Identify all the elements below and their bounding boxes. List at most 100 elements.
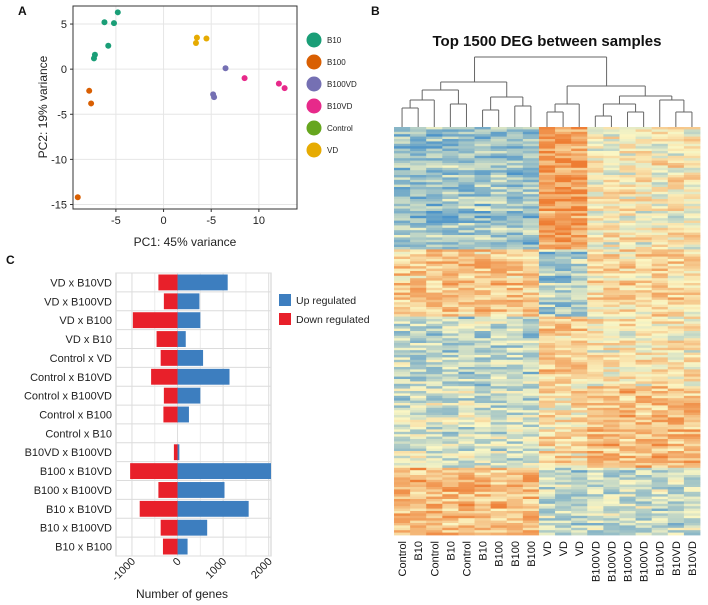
- heatmap-cell: [603, 369, 620, 373]
- heatmap-cell: [587, 287, 604, 291]
- heatmap-cell: [474, 427, 492, 430]
- heatmap-cell: [538, 484, 556, 488]
- heatmap-cell: [555, 362, 572, 365]
- heatmap-cell: [619, 371, 636, 375]
- heatmap-cell: [522, 218, 540, 221]
- heatmap-cell: [587, 359, 604, 363]
- heatmap-cell: [538, 203, 556, 207]
- heatmap-cell: [458, 491, 475, 495]
- heatmap-cell: [442, 441, 459, 445]
- heatmap-cell: [490, 501, 508, 505]
- heatmap-cell: [619, 391, 636, 394]
- heatmap-cell: [683, 261, 701, 265]
- heatmap-cell: [506, 242, 524, 245]
- heatmap-cell: [555, 184, 572, 188]
- heatmap-cell: [410, 232, 427, 236]
- heatmap-cell: [587, 345, 604, 349]
- heatmap-cell: [587, 470, 604, 473]
- heatmap-cell: [490, 520, 508, 524]
- heatmap-cell: [667, 357, 685, 361]
- heatmap-cell: [394, 208, 411, 212]
- heatmap-cell: [410, 518, 427, 521]
- heatmap-cell: [651, 520, 669, 524]
- heatmap-cell: [571, 496, 588, 500]
- heatmap-cell: [490, 467, 508, 471]
- heatmap-cell: [538, 307, 556, 310]
- heatmap-cell: [603, 280, 620, 284]
- heatmap-cell: [490, 211, 508, 214]
- heatmap-cell: [410, 211, 427, 214]
- heatmap-cell: [474, 470, 492, 473]
- heatmap-cell: [538, 175, 556, 178]
- heatmap-cell: [442, 455, 459, 459]
- heatmap-cell: [571, 499, 588, 502]
- heatmap-cell: [587, 170, 604, 173]
- heatmap-cell: [635, 230, 653, 233]
- heatmap-cell: [490, 403, 508, 406]
- heatmap-cell: [683, 525, 701, 529]
- heatmap-cell: [474, 311, 492, 315]
- heatmap-cell: [458, 256, 475, 260]
- heatmap-cell: [651, 340, 669, 344]
- heatmap-cell: [394, 508, 411, 512]
- heatmap-cell: [442, 422, 459, 425]
- heatmap-cell: [538, 206, 556, 209]
- heatmap-cell: [667, 503, 685, 507]
- heatmap-cell: [506, 403, 524, 406]
- heatmap-cell: [458, 215, 475, 219]
- heatmap-cell: [587, 479, 604, 483]
- heatmap-cell: [410, 215, 427, 219]
- heatmap-cell: [538, 451, 556, 454]
- heatmap-cell: [490, 256, 508, 260]
- heatmap-cell: [442, 232, 459, 236]
- heatmap-cell: [603, 335, 620, 339]
- heatmap-cell: [619, 451, 636, 454]
- heatmap-cell: [571, 213, 588, 217]
- heatmap-cell: [426, 362, 443, 365]
- heatmap-cell: [410, 376, 427, 380]
- heatmap-cell: [458, 187, 475, 190]
- heatmap-cell: [635, 256, 653, 260]
- heatmap-cell: [587, 203, 604, 207]
- heatmap-cell: [490, 249, 508, 253]
- heatmap-cell: [603, 472, 620, 476]
- heatmap-cell: [603, 251, 620, 255]
- heatmap-cell: [522, 405, 540, 409]
- heatmap-cell: [442, 218, 459, 221]
- heatmap-cell: [651, 412, 669, 416]
- heatmap-cell: [651, 472, 669, 476]
- heatmap-cell: [619, 405, 636, 409]
- heatmap-cell: [651, 239, 669, 243]
- heatmap-cell: [651, 460, 669, 464]
- heatmap-cell: [474, 167, 492, 171]
- heatmap-cell: [522, 136, 540, 140]
- heatmap-cell: [506, 143, 524, 147]
- heatmap-cell: [555, 307, 572, 310]
- heatmap-cell: [603, 465, 620, 469]
- heatmap-cell: [651, 530, 669, 533]
- heatmap-cell: [490, 304, 508, 308]
- heatmap-cell: [571, 479, 588, 483]
- heatmap-cell: [651, 278, 669, 281]
- heatmap-cell: [603, 268, 620, 272]
- heatmap-cell: [410, 520, 427, 524]
- heatmap-cell: [522, 393, 540, 397]
- heatmap-cell: [538, 482, 556, 485]
- heatmap-cell: [442, 460, 459, 464]
- heatmap-cell: [555, 244, 572, 248]
- heatmap-cell: [635, 151, 653, 154]
- heatmap-cell: [651, 292, 669, 296]
- heatmap-cell: [410, 407, 427, 411]
- heatmap-cell: [410, 196, 427, 200]
- heatmap-cell: [683, 187, 701, 190]
- heatmap-cell: [506, 391, 524, 394]
- heatmap-cell: [651, 470, 669, 473]
- heatmap-cell: [506, 158, 524, 161]
- heatmap-cell: [458, 499, 475, 502]
- heatmap-cell: [490, 311, 508, 315]
- heatmap-cell: [651, 213, 669, 217]
- heatmap-cell: [555, 347, 572, 351]
- heatmap-cell: [555, 295, 572, 298]
- heatmap-cell: [410, 388, 427, 392]
- heatmap-cell: [394, 285, 411, 289]
